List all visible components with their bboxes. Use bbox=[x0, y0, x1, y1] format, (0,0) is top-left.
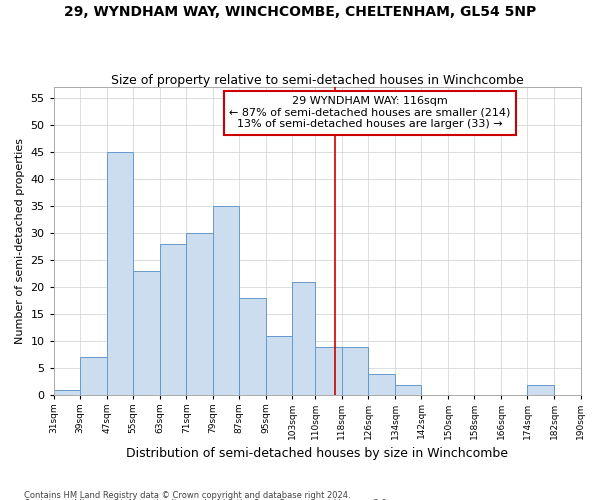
Text: 29, WYNDHAM WAY, WINCHCOMBE, CHELTENHAM, GL54 5NP: 29, WYNDHAM WAY, WINCHCOMBE, CHELTENHAM,… bbox=[64, 5, 536, 19]
Bar bbox=[292, 282, 316, 396]
Bar bbox=[527, 384, 554, 396]
Bar bbox=[186, 233, 213, 396]
Bar bbox=[239, 298, 266, 396]
Text: 29 WYNDHAM WAY: 116sqm
← 87% of semi-detached houses are smaller (214)
13% of se: 29 WYNDHAM WAY: 116sqm ← 87% of semi-det… bbox=[229, 96, 511, 130]
Bar bbox=[160, 244, 186, 396]
Bar bbox=[80, 358, 107, 396]
Text: Contains HM Land Registry data © Crown copyright and database right 2024.: Contains HM Land Registry data © Crown c… bbox=[24, 490, 350, 500]
Bar bbox=[107, 152, 133, 396]
Y-axis label: Number of semi-detached properties: Number of semi-detached properties bbox=[15, 138, 25, 344]
Bar bbox=[54, 390, 80, 396]
Bar bbox=[133, 271, 160, 396]
Bar bbox=[368, 374, 395, 396]
X-axis label: Distribution of semi-detached houses by size in Winchcombe: Distribution of semi-detached houses by … bbox=[126, 447, 508, 460]
Bar bbox=[342, 346, 368, 396]
Bar bbox=[395, 384, 421, 396]
Bar bbox=[316, 346, 342, 396]
Title: Size of property relative to semi-detached houses in Winchcombe: Size of property relative to semi-detach… bbox=[111, 74, 523, 87]
Bar bbox=[213, 206, 239, 396]
Bar bbox=[266, 336, 292, 396]
